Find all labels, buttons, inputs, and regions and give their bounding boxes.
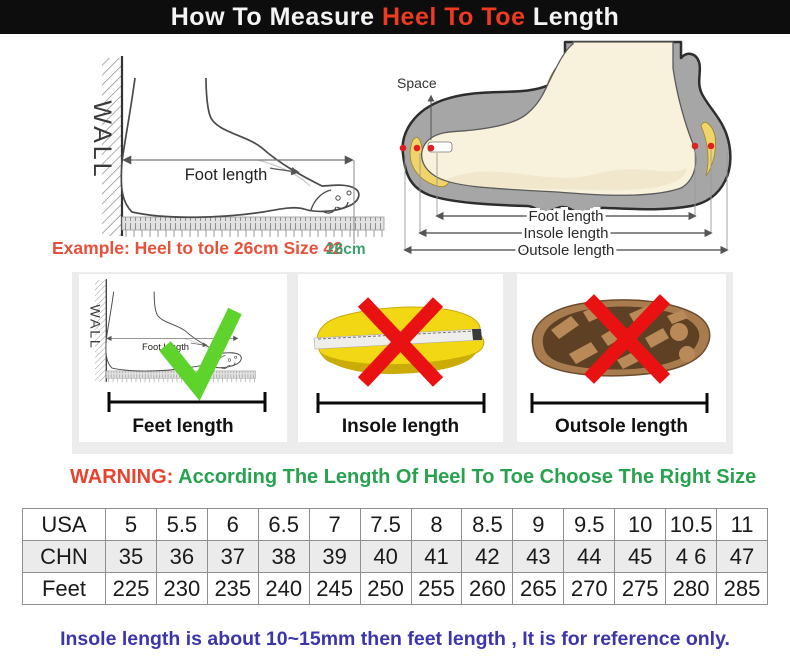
warning-row: WARNING: According The Length Of Heel To… bbox=[70, 466, 782, 489]
toe-details bbox=[310, 189, 349, 214]
size-cell: 250 bbox=[359, 572, 412, 605]
bracket bbox=[107, 392, 267, 412]
cross-icon bbox=[583, 294, 671, 384]
size-cell: 285 bbox=[716, 572, 768, 605]
size-cell: 6 bbox=[206, 508, 259, 541]
foot-outline bbox=[120, 77, 360, 219]
size-cell: 225 bbox=[105, 572, 157, 605]
size-cell: 40 bbox=[359, 540, 412, 573]
feet-length-diagram bbox=[79, 274, 267, 412]
size-cell: 10 bbox=[614, 508, 667, 541]
example-text: Example: Heel to tole 26cm Size 42 bbox=[52, 238, 343, 258]
title-prefix: How To Measure bbox=[170, 2, 382, 31]
cross-icon bbox=[357, 297, 444, 387]
insole-diagram bbox=[313, 297, 486, 413]
wall-hatching bbox=[102, 58, 122, 236]
method-panel-label: Outsole length bbox=[555, 416, 688, 437]
outsole-diagram bbox=[530, 294, 711, 413]
outsole-length-label: Outsole length bbox=[518, 242, 615, 259]
size-row-chn: CHN 35 36 37 38 39 40 41 42 43 44 45 4 6… bbox=[22, 540, 768, 573]
size-cell: 41 bbox=[410, 540, 463, 573]
check-icon bbox=[159, 307, 242, 401]
size-cell: 8 bbox=[410, 508, 463, 541]
size-cell: 240 bbox=[257, 572, 310, 605]
size-cell: 235 bbox=[206, 572, 259, 605]
header-bar: How To Measure Heel To Toe Length bbox=[0, 0, 790, 34]
foot-inside-shoe bbox=[421, 41, 697, 196]
size-cell: 43 bbox=[512, 540, 565, 573]
title-highlight: Heel To Toe bbox=[382, 2, 526, 31]
insole-length-label: Insole length bbox=[523, 225, 608, 242]
foot-length-label: Foot length bbox=[528, 208, 603, 225]
row-label: Feet bbox=[22, 572, 106, 605]
wall-label: WALL bbox=[88, 100, 116, 179]
measure-lines bbox=[403, 211, 729, 255]
size-cell: 36 bbox=[155, 540, 208, 573]
ruler bbox=[121, 216, 385, 231]
ruler-ticks bbox=[122, 230, 384, 237]
size-cell: 44 bbox=[563, 540, 616, 573]
size-cell: 9 bbox=[512, 508, 565, 541]
tape-markings bbox=[317, 330, 477, 340]
toenail bbox=[346, 190, 352, 196]
size-cell: 245 bbox=[308, 572, 361, 605]
size-cell: 9.5 bbox=[563, 508, 616, 541]
size-cell: 230 bbox=[155, 572, 208, 605]
size-cell: 10.5 bbox=[665, 508, 718, 541]
method-panel-label: Feet length bbox=[132, 416, 234, 437]
size-cell: 5.5 bbox=[155, 508, 208, 541]
guide-lines bbox=[404, 150, 728, 250]
title-suffix: Length bbox=[525, 2, 620, 31]
measure-methods-band: Feet length Insole length bbox=[72, 272, 733, 454]
size-cell: 45 bbox=[614, 540, 667, 573]
size-cell: 275 bbox=[614, 572, 667, 605]
footer-note: Insole length is about 10~15mm then feet… bbox=[60, 628, 730, 650]
row-label: CHN bbox=[22, 540, 106, 573]
size-cell: 42 bbox=[461, 540, 514, 573]
size-cell: 260 bbox=[461, 572, 514, 605]
size-cell: 37 bbox=[206, 540, 259, 573]
size-cell: 255 bbox=[410, 572, 463, 605]
size-row-feet: Feet 225 230 235 240 245 250 255 260 265… bbox=[22, 572, 768, 605]
row-label: USA bbox=[22, 508, 106, 541]
size-row-usa: USA 5 5.5 6 6.5 7 7.5 8 8.5 9 9.5 10 10.… bbox=[22, 508, 768, 541]
size-cell: 280 bbox=[665, 572, 718, 605]
measure-points bbox=[399, 142, 715, 152]
small-arrow bbox=[269, 166, 300, 176]
toenail bbox=[335, 195, 341, 201]
size-cell: 265 bbox=[512, 572, 565, 605]
foot-wall-diagram: WALL Foot length bbox=[88, 56, 385, 244]
tape-end bbox=[472, 329, 482, 340]
foot-shading bbox=[445, 168, 687, 191]
space-label: Space bbox=[397, 75, 437, 91]
size-cell: 39 bbox=[308, 540, 361, 573]
size-cell: 5 bbox=[105, 508, 157, 541]
ruler-value: 26cm bbox=[326, 241, 366, 258]
method-panel-insole-length: Insole length bbox=[298, 274, 503, 442]
warning-text: According The Length Of Heel To Toe Choo… bbox=[173, 466, 757, 488]
size-cell: 11 bbox=[716, 508, 768, 541]
size-cell: 8.5 bbox=[461, 508, 514, 541]
foot-length-label: Foot length bbox=[185, 166, 268, 184]
warning-prefix: WARNING: bbox=[70, 466, 174, 488]
bracket bbox=[530, 393, 709, 413]
size-cell: 7.5 bbox=[359, 508, 412, 541]
bracket bbox=[316, 393, 486, 413]
size-cell: 7 bbox=[308, 508, 361, 541]
size-cell: 38 bbox=[257, 540, 310, 573]
size-cell: 4 6 bbox=[665, 540, 718, 573]
method-panel-outsole-length: Outsole length bbox=[517, 274, 726, 442]
size-cell: 270 bbox=[563, 572, 616, 605]
size-conversion-table: USA 5 5.5 6 6.5 7 7.5 8 8.5 9 9.5 10 10.… bbox=[22, 508, 768, 605]
page-title: How To Measure Heel To Toe Length bbox=[171, 3, 620, 32]
insole-shadow bbox=[320, 352, 476, 374]
method-panel-feet-length: Feet length bbox=[79, 274, 287, 442]
shoe-cross-section-diagram: Space Foot length Insole length Outsole … bbox=[397, 40, 732, 262]
size-cell: 6.5 bbox=[257, 508, 310, 541]
size-cell: 47 bbox=[716, 540, 768, 573]
method-panel-label: Insole length bbox=[341, 416, 460, 437]
size-cell: 35 bbox=[105, 540, 157, 573]
